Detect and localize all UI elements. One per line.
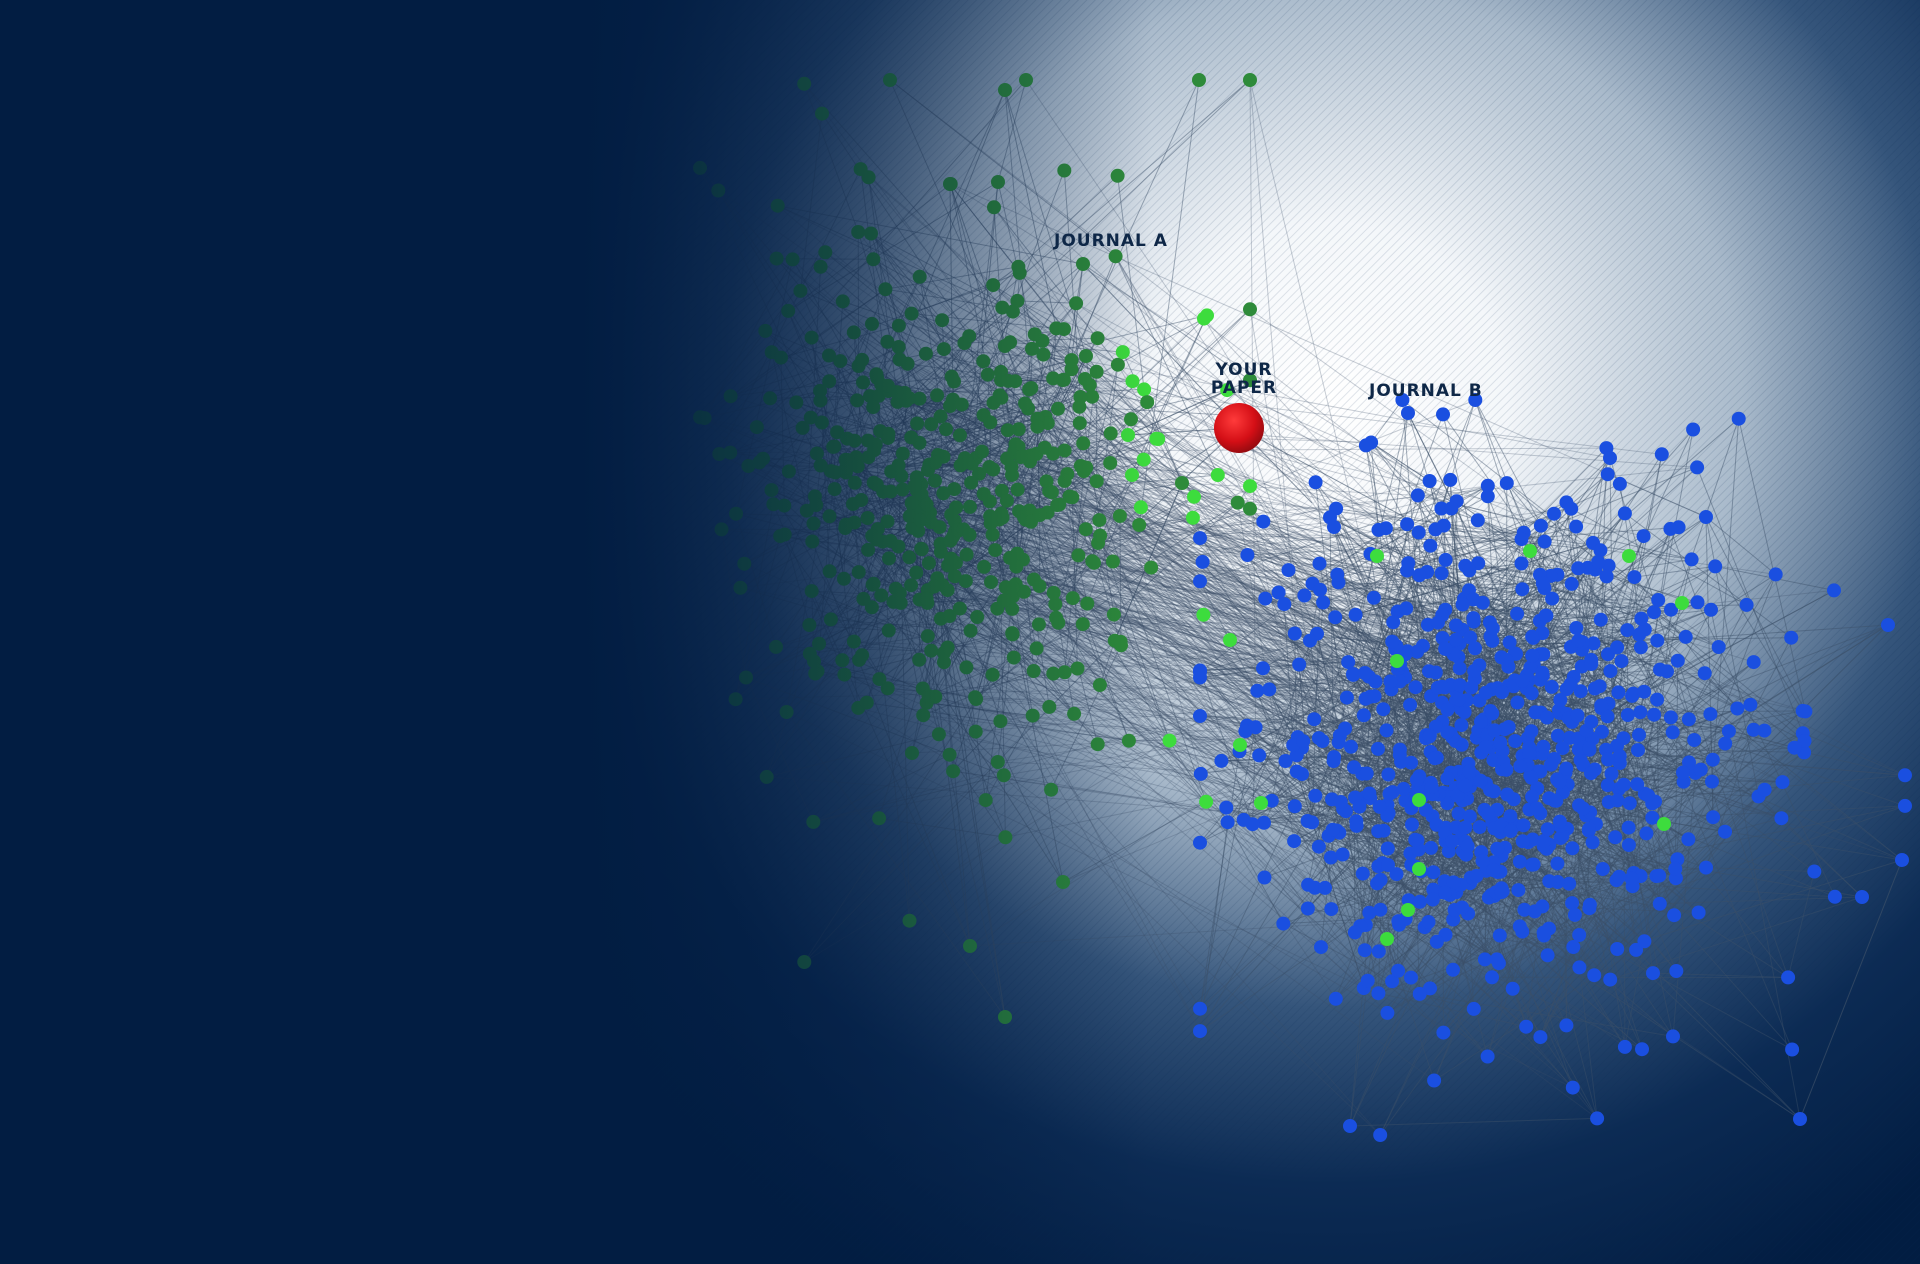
citation-network-graph: JOURNAL A JOURNAL B YOUR PAPER (0, 0, 1920, 1264)
network-visualization: JOURNAL A JOURNAL B YOUR PAPER (0, 0, 1920, 1264)
